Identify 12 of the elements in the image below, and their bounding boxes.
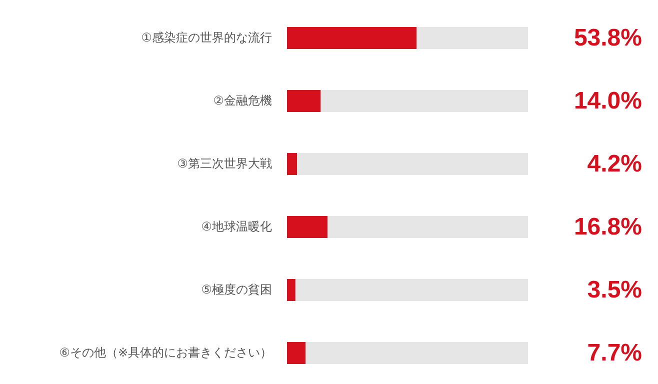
data-label: 3.5%: [587, 276, 642, 304]
data-label: 7.7%: [587, 339, 642, 366]
y-tick-label: ③第三次世界大戦: [177, 156, 272, 170]
y-tick-label: ⑥その他（※具体的にお書きください）: [59, 345, 272, 360]
y-tick-label: ⑤極度の貧困: [201, 282, 272, 296]
data-label: 4.2%: [587, 150, 642, 178]
data-label: 16.8%: [574, 213, 642, 240]
data-label: 14.0%: [574, 87, 642, 114]
y-tick-label: ②金融危機: [213, 93, 272, 108]
data-label: 53.8%: [574, 24, 642, 52]
y-tick-label: ①感染症の世界的な流行: [141, 30, 272, 44]
y-tick-label: ④地球温暖化: [201, 219, 272, 234]
